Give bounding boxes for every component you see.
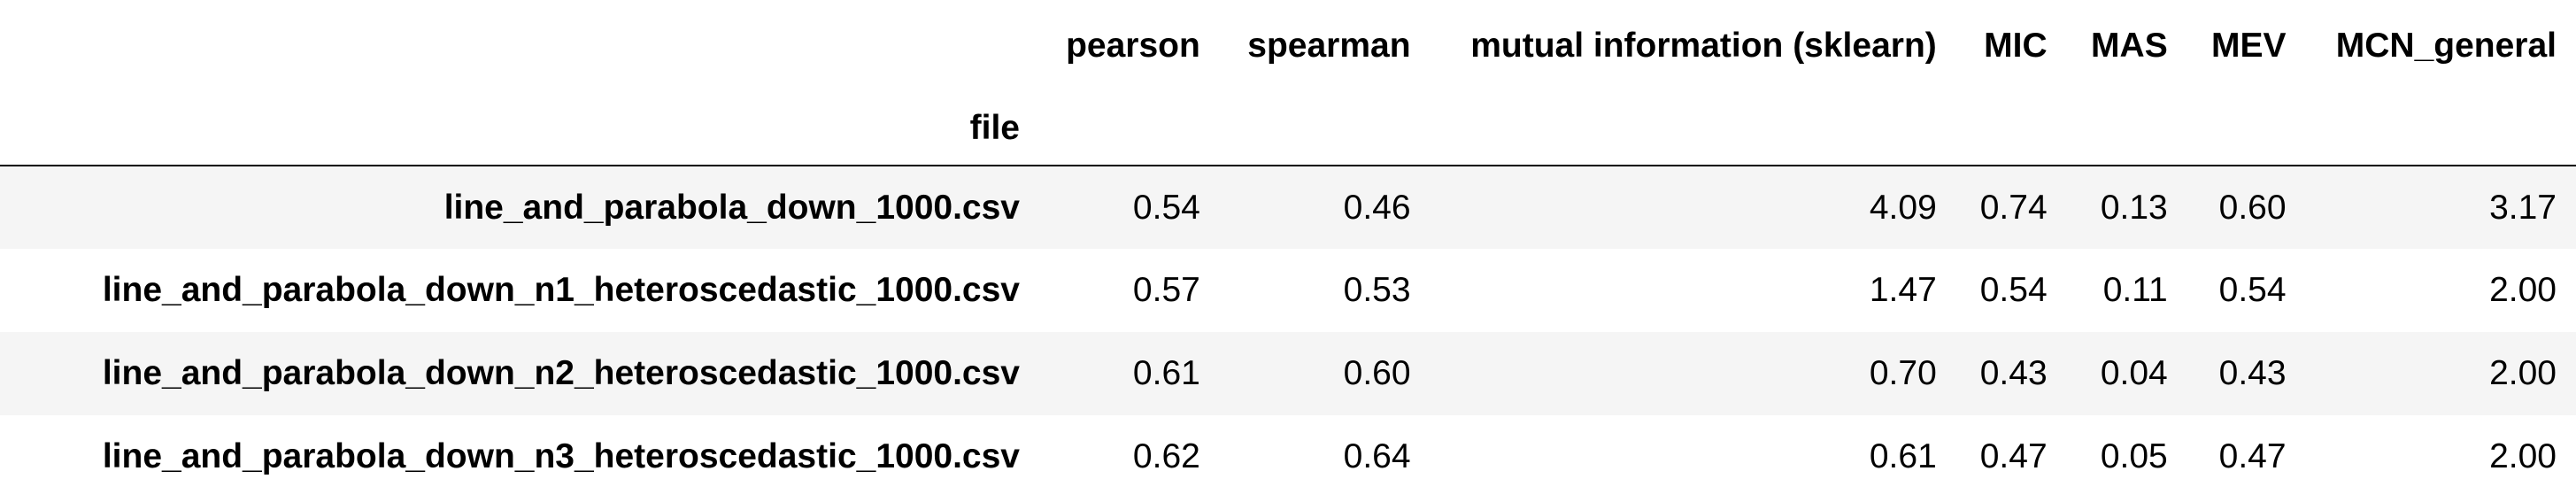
cell-mas: 0.11	[2102, 271, 2168, 309]
empty-header-cell	[1955, 92, 2067, 166]
cell-mev: 0.60	[2218, 188, 2287, 227]
cell-mcn-general: 2.00	[2489, 437, 2557, 475]
column-header-mas: MAS	[2091, 27, 2168, 65]
cell-mic: 0.54	[1979, 271, 2048, 309]
column-header-row: pearson spearman mutual information (skl…	[0, 0, 2576, 92]
column-header-mcn-general: MCN_general	[2335, 27, 2557, 65]
row-index-label: line_and_parabola_down_n3_heteroscedasti…	[102, 437, 1020, 475]
empty-header-cell	[1039, 92, 1220, 166]
cell-spearman: 0.64	[1343, 437, 1411, 475]
cell-pearson: 0.57	[1132, 271, 1200, 309]
cell-mutual-information: 0.61	[1869, 437, 1937, 475]
cell-mcn-general: 3.17	[2489, 188, 2557, 227]
cell-pearson: 0.54	[1132, 188, 1200, 227]
column-header-spearman: spearman	[1247, 27, 1411, 65]
cell-mic: 0.74	[1979, 188, 2048, 227]
table-header: pearson spearman mutual information (skl…	[0, 0, 2576, 166]
empty-header-cell	[2066, 92, 2187, 166]
cell-mev: 0.54	[2218, 271, 2287, 309]
row-index-label: line_and_parabola_down_n2_heteroscedasti…	[102, 354, 1020, 392]
empty-header-cell	[2187, 92, 2306, 166]
cell-spearman: 0.53	[1343, 271, 1411, 309]
table-row: line_and_parabola_down_n2_heteroscedasti…	[0, 332, 2576, 415]
cell-mas: 0.05	[2100, 437, 2168, 475]
table-row: line_and_parabola_down_1000.csv 0.54 0.4…	[0, 166, 2576, 249]
cell-pearson: 0.61	[1132, 354, 1200, 392]
cell-spearman: 0.60	[1343, 354, 1411, 392]
index-header-blank	[0, 0, 1039, 92]
index-name-header: file	[0, 92, 1039, 166]
index-name-row: file	[0, 92, 2576, 166]
table-row: line_and_parabola_down_n1_heteroscedasti…	[0, 249, 2576, 332]
column-header-pearson: pearson	[1066, 27, 1200, 65]
cell-mas: 0.04	[2100, 354, 2168, 392]
empty-header-cell	[1430, 92, 1956, 166]
empty-header-cell	[1219, 92, 1431, 166]
cell-pearson: 0.62	[1132, 437, 1200, 475]
cell-mutual-information: 0.70	[1869, 354, 1937, 392]
cell-mcn-general: 2.00	[2489, 354, 2557, 392]
cell-mic: 0.43	[1979, 354, 2048, 392]
cell-mic: 0.47	[1979, 437, 2048, 475]
cell-mas: 0.13	[2100, 188, 2168, 227]
column-header-mutual-information: mutual information (sklearn)	[1470, 27, 1937, 65]
cell-mcn-general: 2.00	[2489, 271, 2557, 309]
row-index-label: line_and_parabola_down_n1_heteroscedasti…	[102, 271, 1020, 309]
table-row: line_and_parabola_down_n3_heteroscedasti…	[0, 415, 2576, 498]
empty-header-cell	[2305, 92, 2576, 166]
cell-mutual-information: 1.47	[1869, 271, 1937, 309]
cell-mutual-information: 4.09	[1869, 188, 1937, 227]
column-header-mev: MEV	[2211, 27, 2287, 65]
row-index-label: line_and_parabola_down_1000.csv	[443, 188, 1020, 227]
cell-spearman: 0.46	[1343, 188, 1411, 227]
table-body: line_and_parabola_down_1000.csv 0.54 0.4…	[0, 166, 2576, 498]
column-header-mic: MIC	[1984, 27, 2048, 65]
cell-mev: 0.43	[2218, 354, 2287, 392]
cell-mev: 0.47	[2218, 437, 2287, 475]
